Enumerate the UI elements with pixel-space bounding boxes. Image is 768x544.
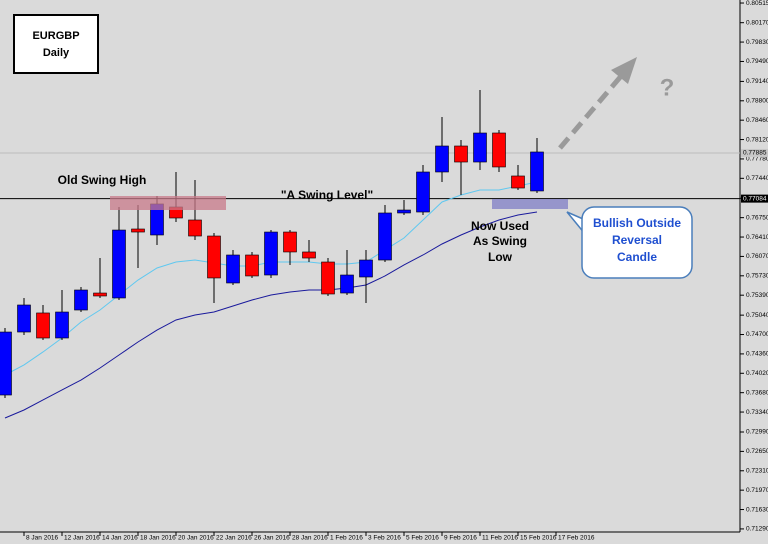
y-tick-label: 0.76410 [746,234,768,241]
callout-joint [586,213,592,241]
timeframe: Daily [43,47,70,59]
symbol-box [13,14,99,74]
price-label: 0.77885 [743,150,767,157]
x-tick-label: 28 Jan 2016 [292,535,328,542]
plot-area [0,90,740,419]
callout-box [581,206,693,279]
annotation: Low [488,250,513,264]
candle-body [378,212,392,261]
candle-body [454,145,468,163]
price-label: 0.77084 [743,195,767,202]
x-tick-label: 8 Jan 2016 [26,535,59,542]
candle-body [492,132,506,168]
x-tick-label: 14 Jan 2016 [102,535,138,542]
y-tick-label: 0.71290 [746,526,768,533]
y-tick-label: 0.71970 [746,487,768,494]
swing-low-zone [492,199,568,209]
y-tick-label: 0.73340 [746,409,768,416]
y-tick-label: 0.75390 [746,292,768,299]
x-tick-label: 20 Jan 2016 [178,535,214,542]
callout-text: Candle [617,250,657,264]
y-tick-label: 0.79490 [746,58,768,65]
y-tick-label: 0.80515 [746,0,768,7]
candle-body [302,251,316,259]
annotation: Old Swing High [58,173,147,187]
candle-body [416,171,430,213]
y-tick-label: 0.79140 [746,78,768,85]
y-tick-label: 0.75730 [746,273,768,280]
x-tick-label: 15 Feb 2016 [520,535,557,542]
y-tick-label: 0.74700 [746,331,768,338]
candle-body [530,151,544,192]
x-tick-label: 1 Feb 2016 [330,535,363,542]
candle-body [283,231,297,253]
y-tick-label: 0.76750 [746,214,768,221]
y-tick-label: 0.76070 [746,253,768,260]
candle-body [112,229,126,299]
price-label-box [741,148,768,157]
candle-body [93,292,107,297]
y-tick-label: 0.78120 [746,136,768,143]
y-tick-label: 0.78800 [746,98,768,105]
x-tick-label: 18 Jan 2016 [140,535,176,542]
candle-body [226,254,240,284]
y-tick-label: 0.79830 [746,39,768,46]
y-tick-label: 0.71630 [746,506,768,513]
x-tick-label: 17 Feb 2016 [558,535,595,542]
candle-body [245,254,259,277]
x-tick-label: 11 Feb 2016 [482,535,518,542]
candle-body [321,261,335,295]
y-tick-label: 0.74360 [746,351,768,358]
y-tick-label: 0.72990 [746,429,768,436]
candle-body [74,289,88,311]
swing-high-zone [110,196,226,210]
callout-text: Reversal [612,233,662,247]
candle-body [340,274,354,294]
x-tick-label: 5 Feb 2016 [406,535,439,542]
candle-body [397,209,411,214]
annotation: "A Swing Level" [281,188,373,202]
y-tick-label: 0.78460 [746,117,768,124]
y-tick-label: 0.72650 [746,448,768,455]
arrow-head [611,57,637,84]
symbol: EURGBP [32,30,79,42]
candle-body [511,175,525,189]
annotation: As Swing [473,234,527,248]
callout-text: Bullish Outside [593,216,681,230]
y-tick-label: 0.73680 [746,389,768,396]
candle-body [207,235,221,279]
candle-body [36,312,50,339]
candle-body [55,311,69,339]
candle-body [0,331,12,396]
price-label-box [741,194,768,203]
projection-arrow [558,73,624,150]
y-tick-label: 0.77440 [746,175,768,182]
y-tick-label: 0.72310 [746,467,768,474]
y-tick-label: 0.75040 [746,312,768,319]
annotation: Now Used [471,219,529,233]
candle-body [359,259,373,278]
y-tick-label: 0.77780 [746,156,768,163]
candle-body [264,231,278,276]
y-tick-label: 0.74020 [746,370,768,377]
question-mark: ? [660,74,675,101]
moving-average [4,211,538,419]
candle-body [17,304,31,333]
x-tick-label: 3 Feb 2016 [368,535,401,542]
candle-body [131,228,145,233]
x-tick-label: 9 Feb 2016 [444,535,477,542]
x-tick-label: 12 Jan 2016 [64,535,100,542]
y-tick-label: 0.80170 [746,19,768,26]
x-tick-label: 22 Jan 2016 [216,535,252,542]
x-tick-label: 26 Jan 2016 [254,535,290,542]
candle-body [473,132,487,163]
candle-body [188,219,202,237]
candle-body [435,145,449,173]
